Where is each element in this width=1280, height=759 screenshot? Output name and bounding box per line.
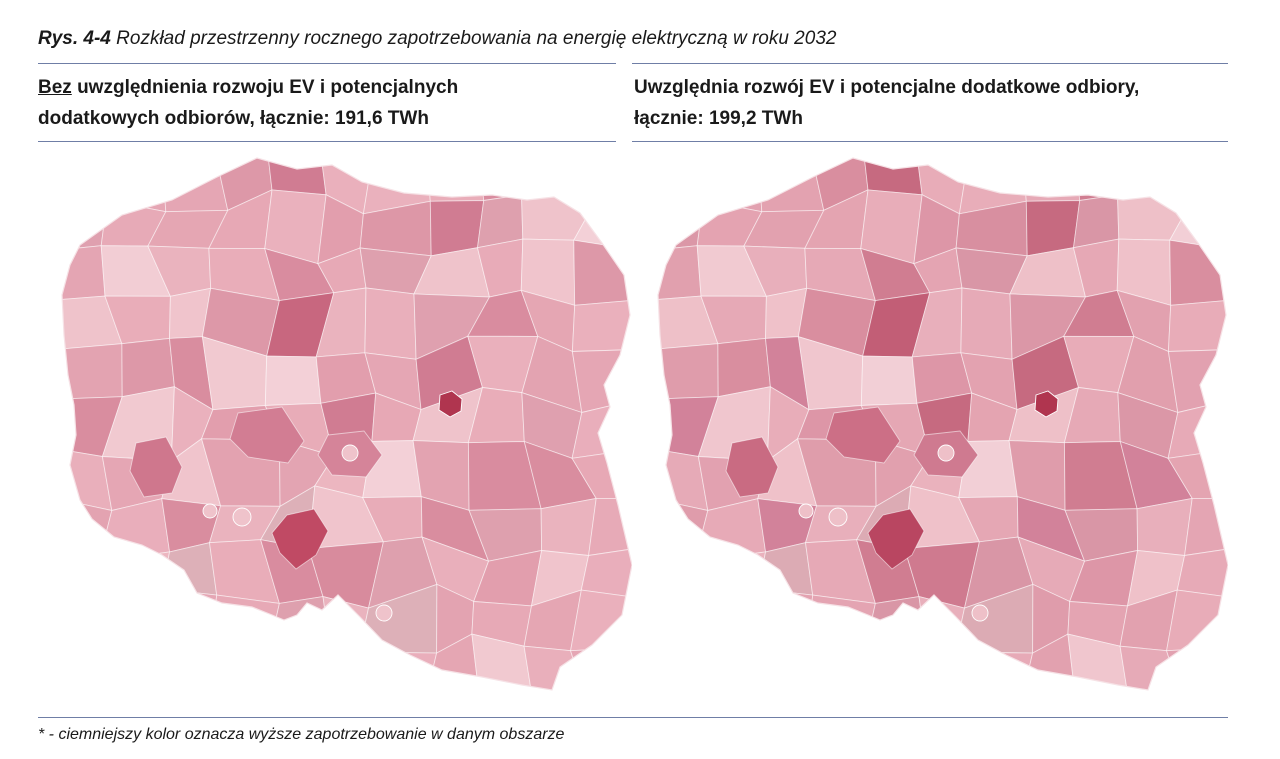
left-map-svg bbox=[61, 157, 632, 691]
map-region bbox=[1165, 646, 1228, 690]
map-region bbox=[702, 158, 763, 213]
map-region bbox=[588, 497, 632, 557]
map-region bbox=[425, 158, 485, 202]
enclave-region bbox=[375, 604, 393, 622]
map-region bbox=[569, 646, 632, 690]
left-map bbox=[32, 145, 632, 710]
map-region bbox=[264, 355, 322, 406]
map-region bbox=[573, 239, 632, 306]
enclave-region bbox=[202, 503, 218, 519]
country-border bbox=[657, 157, 1228, 691]
right-map-svg bbox=[657, 157, 1228, 691]
map-region bbox=[1176, 547, 1228, 599]
right-map bbox=[628, 145, 1228, 710]
high-demand-region bbox=[725, 436, 779, 498]
map-region bbox=[476, 194, 524, 249]
map-region bbox=[429, 200, 485, 257]
map-region bbox=[580, 547, 632, 599]
enclave-region bbox=[828, 507, 848, 527]
rule-top-left bbox=[38, 63, 616, 64]
high-demand-region bbox=[129, 436, 183, 498]
map-region bbox=[1169, 239, 1228, 306]
rule-bottom bbox=[38, 717, 1228, 718]
map-region bbox=[62, 199, 108, 251]
enclave-region bbox=[971, 604, 989, 622]
map-region bbox=[757, 588, 814, 656]
right-panel-heading: Uwzględnia rozwój EV i potencjalne dodat… bbox=[634, 72, 1214, 134]
left-heading-text: uwzględnienia rozwoju EV i potencjalnych… bbox=[38, 77, 459, 129]
region-layer bbox=[62, 158, 632, 690]
map-region bbox=[658, 199, 704, 251]
map-region bbox=[1167, 299, 1228, 352]
map-region bbox=[358, 651, 438, 690]
map-region bbox=[757, 158, 825, 213]
figure-label: Rys. 4-4 bbox=[38, 28, 111, 49]
map-region bbox=[805, 594, 876, 656]
map-region bbox=[540, 497, 597, 556]
map-region bbox=[364, 287, 417, 360]
region-layer bbox=[658, 158, 1228, 690]
map-region bbox=[1166, 589, 1228, 652]
high-demand-region bbox=[229, 406, 305, 464]
map-region bbox=[570, 589, 632, 652]
enclave-region bbox=[232, 507, 252, 527]
map-region bbox=[1074, 158, 1129, 202]
map-region bbox=[161, 158, 229, 213]
map-region bbox=[106, 158, 167, 213]
capital-region bbox=[438, 390, 463, 418]
map-region bbox=[691, 551, 767, 590]
enclave-region bbox=[341, 444, 359, 462]
enclave-region bbox=[798, 503, 814, 519]
map-region bbox=[267, 158, 327, 196]
rule-mid-left bbox=[38, 141, 616, 142]
right-heading-text: Uwzględnia rozwój EV i potencjalne dodat… bbox=[634, 77, 1140, 129]
high-demand-region bbox=[825, 406, 901, 464]
figure-caption: Rys. 4-4 Rozkład przestrzenny rocznego z… bbox=[38, 28, 836, 50]
map-region bbox=[571, 349, 632, 414]
rule-mid-right bbox=[632, 141, 1228, 142]
map-region bbox=[1167, 349, 1228, 414]
map-region bbox=[860, 355, 918, 406]
map-region bbox=[960, 287, 1013, 360]
map-region bbox=[1184, 497, 1228, 557]
map-region bbox=[571, 299, 632, 352]
left-heading-underlined: Bez bbox=[38, 77, 72, 98]
figure-title: Rozkład przestrzenny rocznego zapotrzebo… bbox=[110, 28, 837, 49]
footnote: * - ciemniejszy kolor oznacza wyższe zap… bbox=[38, 726, 565, 743]
map-region bbox=[863, 158, 923, 196]
map-region bbox=[161, 588, 218, 656]
country-border bbox=[61, 157, 632, 691]
rule-top-right bbox=[632, 63, 1228, 64]
map-region bbox=[478, 158, 533, 202]
map-region bbox=[1021, 158, 1081, 202]
left-panel-heading: Bez uwzględnienia rozwoju EV i potencjal… bbox=[38, 72, 508, 134]
map-region bbox=[954, 651, 1034, 690]
map-region bbox=[95, 551, 171, 590]
capital-region bbox=[1034, 390, 1059, 418]
high-demand-region bbox=[271, 508, 329, 570]
high-demand-region bbox=[867, 508, 925, 570]
map-region bbox=[1072, 194, 1120, 249]
map-region bbox=[209, 594, 280, 656]
enclave-region bbox=[937, 444, 955, 462]
map-region bbox=[1025, 200, 1081, 257]
map-region bbox=[1136, 497, 1193, 556]
